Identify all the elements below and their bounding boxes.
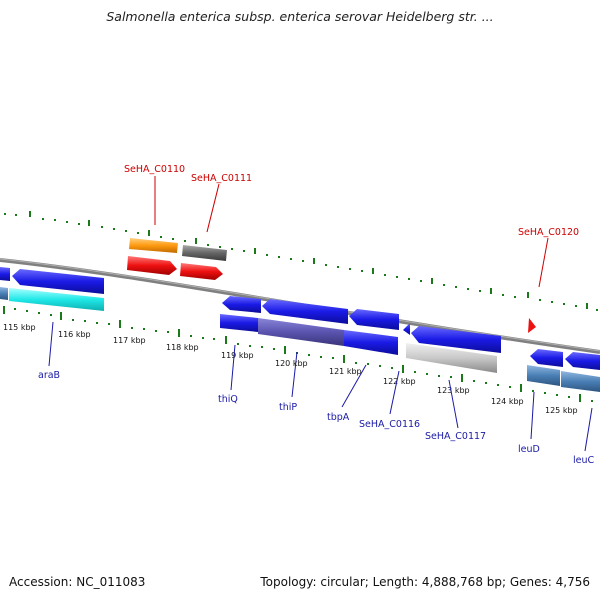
feature-steel[interactable] (527, 365, 560, 386)
feature-cyan-edge[interactable] (0, 287, 8, 300)
tick-label: 120 kbp (275, 359, 308, 368)
gene-tbpa[interactable] (349, 309, 399, 330)
gene-label-sehac0117[interactable]: SeHA_C0117 (425, 431, 486, 442)
reverse-feature-labels: araB thiQ thiP tbpA SeHA_C0116 SeHA_C011… (38, 321, 595, 466)
inner-tick-arc (3, 306, 593, 402)
tick-label: 119 kbp (221, 351, 254, 360)
feature-purple[interactable] (258, 318, 344, 346)
outer-tick-arc (4, 211, 598, 311)
tick-label: 118 kbp (166, 343, 199, 352)
gene-label-leuc[interactable]: leuC (573, 455, 595, 466)
tick-label: 122 kbp (383, 377, 416, 386)
tick-label: 121 kbp (329, 367, 362, 376)
feature-orange[interactable] (129, 238, 178, 253)
gene-label-leud[interactable]: leuD (518, 444, 540, 455)
ruler-labels: 115 kbp 116 kbp 117 kbp 118 kbp 119 kbp … (3, 323, 578, 415)
feature-steel-2[interactable] (561, 371, 600, 392)
forward-features (127, 238, 536, 333)
feature-label-sehac0120[interactable]: SeHA_C0120 (518, 227, 579, 238)
feature-label-sehac0110[interactable]: SeHA_C0110 (124, 164, 185, 175)
gene-label-thip[interactable]: thiP (279, 402, 297, 413)
feature-red-marker[interactable] (528, 318, 536, 333)
gene-sehac0117[interactable] (411, 326, 501, 353)
gene-left-edge[interactable] (0, 267, 10, 281)
gene-leud[interactable] (530, 349, 563, 367)
map-title: Salmonella enterica subsp. enterica sero… (106, 9, 494, 24)
gene-thip[interactable] (262, 299, 348, 324)
topology-label: Topology: circular; Length: 4,888,768 bp… (260, 575, 590, 589)
feature-lightgray[interactable] (406, 343, 497, 373)
accession-label: Accession: NC_011083 (9, 575, 146, 589)
tick-label: 123 kbp (437, 386, 470, 395)
forward-feature-labels: SeHA_C0110 SeHA_C0111 SeHA_C0120 (124, 164, 579, 288)
gene-label-tbpa[interactable]: tbpA (327, 412, 350, 423)
feature-label-sehac0111[interactable]: SeHA_C0111 (191, 173, 252, 184)
tick-label: 124 kbp (491, 397, 524, 406)
tick-label: 125 kbp (545, 406, 578, 415)
feature-red-2[interactable] (180, 263, 223, 280)
genome-backbone (0, 258, 600, 354)
tick-label: 116 kbp (58, 330, 91, 339)
gene-label-arab[interactable]: araB (38, 370, 60, 381)
gene-inner-1[interactable] (220, 314, 258, 332)
gene-leuc[interactable] (565, 352, 600, 370)
feature-cyan[interactable] (9, 288, 104, 311)
gene-sehac0116[interactable] (403, 323, 410, 335)
tick-label: 117 kbp (113, 336, 146, 345)
feature-gray[interactable] (182, 245, 227, 261)
gene-inner-2[interactable] (344, 330, 398, 355)
feature-red-1[interactable] (127, 256, 177, 275)
gene-arab[interactable] (12, 269, 104, 294)
tick-label: 115 kbp (3, 323, 36, 332)
gene-thiq[interactable] (222, 296, 261, 313)
gene-label-thiq[interactable]: thiQ (218, 394, 238, 405)
reverse-features (0, 267, 600, 392)
gene-label-sehac0116[interactable]: SeHA_C0116 (359, 419, 420, 430)
